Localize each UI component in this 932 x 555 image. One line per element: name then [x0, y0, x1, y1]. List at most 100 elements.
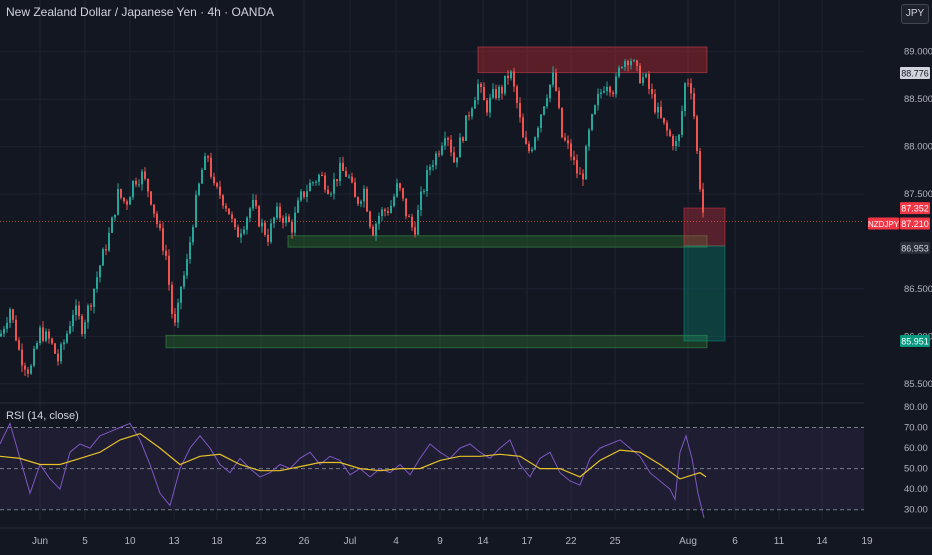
time-tick-label: 14 [477, 536, 489, 547]
candle-body [150, 191, 152, 205]
candle-body [12, 309, 14, 320]
candle-body [528, 143, 530, 152]
time-tick-label: 23 [255, 536, 267, 547]
candle-body [0, 333, 2, 337]
candle-body [48, 331, 50, 339]
candle-body [84, 322, 86, 335]
candle-body [63, 342, 65, 345]
candle-body [696, 116, 698, 152]
time-tick-label: 6 [732, 536, 738, 547]
candle-body [42, 327, 44, 341]
candle-body [189, 242, 191, 260]
candle-body [333, 179, 335, 194]
currency-button[interactable]: JPY [901, 4, 929, 24]
candle-body [633, 60, 635, 62]
candle-body [603, 91, 605, 93]
price-tick-label: 86.500 [904, 284, 932, 295]
entry-marker-bg [900, 241, 930, 254]
candle-body [384, 209, 386, 212]
candle-body [699, 151, 701, 190]
candle-body [549, 84, 551, 99]
candle-body [648, 73, 650, 89]
candle-body [618, 67, 620, 77]
take-profit-zone [683, 245, 726, 342]
candle-body [216, 183, 218, 187]
candle-body [129, 197, 131, 205]
candle-body [462, 137, 464, 141]
candle-body [630, 61, 632, 66]
candle-body [624, 60, 626, 67]
candle-body [108, 232, 110, 251]
price-tick-label: 88.000 [904, 142, 932, 153]
high-marker-bg [900, 66, 930, 79]
candle-body [306, 191, 308, 197]
candle-body [336, 179, 338, 182]
candle-body [33, 348, 35, 366]
candle-body [45, 331, 47, 341]
candle-body [540, 114, 542, 128]
candle-body [354, 182, 356, 198]
candle-body [237, 227, 239, 238]
time-tick-label: 22 [565, 536, 577, 547]
candle-body [405, 198, 407, 217]
candle-body [582, 173, 584, 180]
candle-body [18, 340, 20, 350]
candle-body [165, 250, 167, 256]
candle-body [342, 162, 344, 172]
candle-body [120, 189, 122, 198]
candle-body [87, 305, 89, 323]
candle-body [327, 189, 329, 194]
price-axis-bg [864, 0, 932, 550]
candle-body [579, 173, 581, 175]
candle-body [531, 149, 533, 152]
candle-body [222, 195, 224, 206]
candle-body [417, 209, 419, 235]
candle-body [210, 157, 212, 177]
candle-body [201, 169, 203, 184]
candle-body [54, 343, 56, 354]
candle-body [399, 183, 401, 189]
candle-body [588, 129, 590, 147]
candle-body [480, 83, 482, 87]
candle-body [555, 72, 557, 91]
candle-body [93, 288, 95, 307]
candle-body [9, 309, 11, 323]
candle-body [486, 100, 488, 113]
candle-body [126, 201, 128, 205]
candle-body [483, 86, 485, 101]
candle-body [402, 188, 404, 199]
candle-body [393, 196, 395, 206]
candle-body [240, 233, 242, 238]
candle-body [162, 228, 164, 251]
candle-body [243, 229, 245, 234]
candle-body [477, 83, 479, 101]
candle-body [138, 184, 140, 186]
candle-body [396, 183, 398, 197]
candle-body [180, 286, 182, 303]
candle-body [270, 223, 272, 242]
candle-body [315, 181, 317, 183]
support-zone [287, 235, 708, 248]
candle-body [168, 255, 170, 285]
candle-body [681, 110, 683, 135]
candle-body [297, 200, 299, 213]
candle-body [438, 153, 440, 155]
candle-body [288, 216, 290, 223]
candle-body [474, 100, 476, 109]
candle-body [147, 178, 149, 192]
candle-body [57, 353, 59, 362]
candle-body [78, 305, 80, 316]
candle-body [207, 156, 209, 158]
candle-body [552, 72, 554, 85]
candle-body [330, 193, 332, 195]
candle-body [369, 211, 371, 227]
candle-body [411, 216, 413, 228]
candle-body [642, 77, 644, 84]
candle-body [420, 191, 422, 210]
candle-body [429, 166, 431, 171]
candle-body [504, 75, 506, 94]
candle-body [519, 102, 521, 118]
candle-body [444, 138, 446, 146]
candle-body [102, 249, 104, 266]
